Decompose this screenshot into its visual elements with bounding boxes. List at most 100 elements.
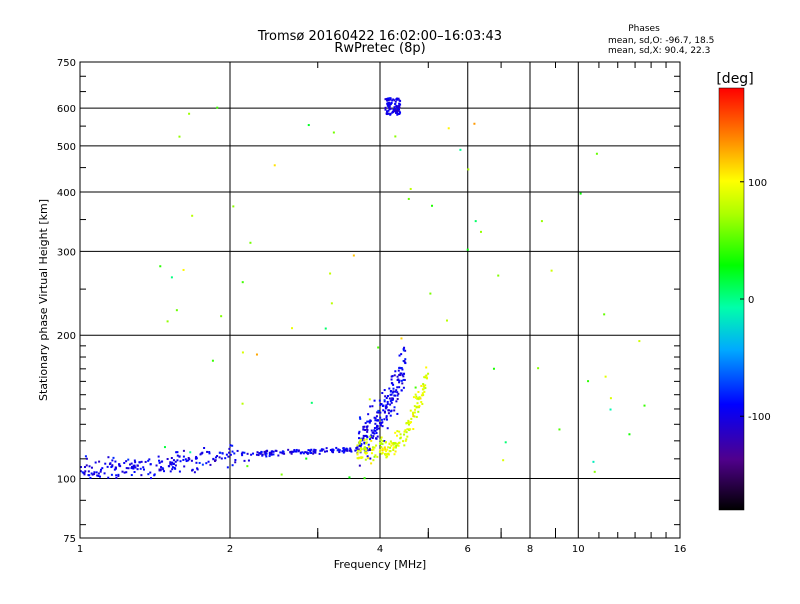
data-point [277,454,280,457]
data-point [220,457,223,460]
data-point [363,446,366,449]
data-point [398,108,401,111]
data-point [356,453,359,456]
data-point [396,394,399,397]
data-point [407,419,410,422]
data-point [291,450,294,453]
data-point [473,122,476,125]
data-point [139,467,142,470]
data-point [361,456,364,459]
data-point [265,450,268,453]
data-point [280,473,283,476]
data-point [270,453,273,456]
data-point [176,451,179,454]
data-point [191,214,194,217]
y-tick-label: 600 [57,104,76,115]
data-point [290,452,293,455]
x-axis-label: Frequency [MHz] [334,558,426,571]
x-tick-label: 16 [674,544,687,555]
x-tick-label: 1 [77,544,83,555]
data-point [236,449,239,452]
data-point [365,442,368,445]
data-point [381,440,384,443]
data-point [376,455,379,458]
data-point [359,449,362,452]
data-point [275,449,278,452]
data-point [389,98,392,101]
data-point [392,390,395,393]
data-point [195,455,198,458]
data-point [396,412,399,415]
data-point [579,192,582,195]
data-point [376,419,379,422]
x-tick-label: 4 [377,544,383,555]
data-point [159,469,162,472]
colorbar-tick-label: 100 [748,178,767,189]
data-point [386,395,389,398]
data-point [412,415,415,418]
data-point [358,437,361,440]
data-point [366,449,369,452]
data-point [270,452,273,455]
data-point [191,468,194,471]
data-point [414,396,417,399]
data-point [413,405,416,408]
data-point [176,459,179,462]
data-point [406,435,409,438]
data-point [384,98,387,101]
data-point [232,205,235,208]
data-point [414,386,417,389]
data-point [384,395,387,398]
colorbar-gradient [718,87,745,511]
data-point [318,452,321,455]
data-point [396,398,399,401]
data-point [243,451,246,454]
y-tick-label: 75 [63,534,76,545]
data-point [85,457,88,460]
data-point [131,465,134,468]
data-point [391,399,394,402]
data-point [111,459,114,462]
data-point [325,447,328,450]
data-point [241,351,244,354]
data-point [241,402,244,405]
grid-lines [80,62,680,538]
data-point [479,230,482,233]
data-point [381,449,384,452]
data-point [279,451,282,454]
data-point [100,468,103,471]
data-point [390,393,393,396]
data-point [550,269,553,272]
x-tick-label: 6 [465,544,471,555]
data-point [166,320,169,323]
data-point [214,456,217,459]
data-point [312,452,315,455]
data-point [388,106,391,109]
data-point [368,398,371,401]
data-point [84,470,87,473]
data-point [321,449,324,452]
data-point [365,438,368,441]
chart-title: Tromsø 20160422 16:02:00–16:03:43 [257,29,502,44]
data-point [295,450,298,453]
data-point [399,433,402,436]
data-point [256,451,259,454]
data-point [365,428,368,431]
data-point [255,353,258,356]
data-point [313,448,316,451]
data-point [363,439,366,442]
data-point [243,459,246,462]
data-point [299,452,302,455]
data-point [396,391,399,394]
data-point [386,448,389,451]
data-point [115,474,118,477]
colorbar-label: [deg] [716,71,753,87]
data-point [415,415,418,418]
data-point [389,400,392,403]
data-point [417,410,420,413]
data-point [261,454,264,457]
data-point [390,378,393,381]
data-point [342,447,345,450]
data-point [595,152,598,155]
